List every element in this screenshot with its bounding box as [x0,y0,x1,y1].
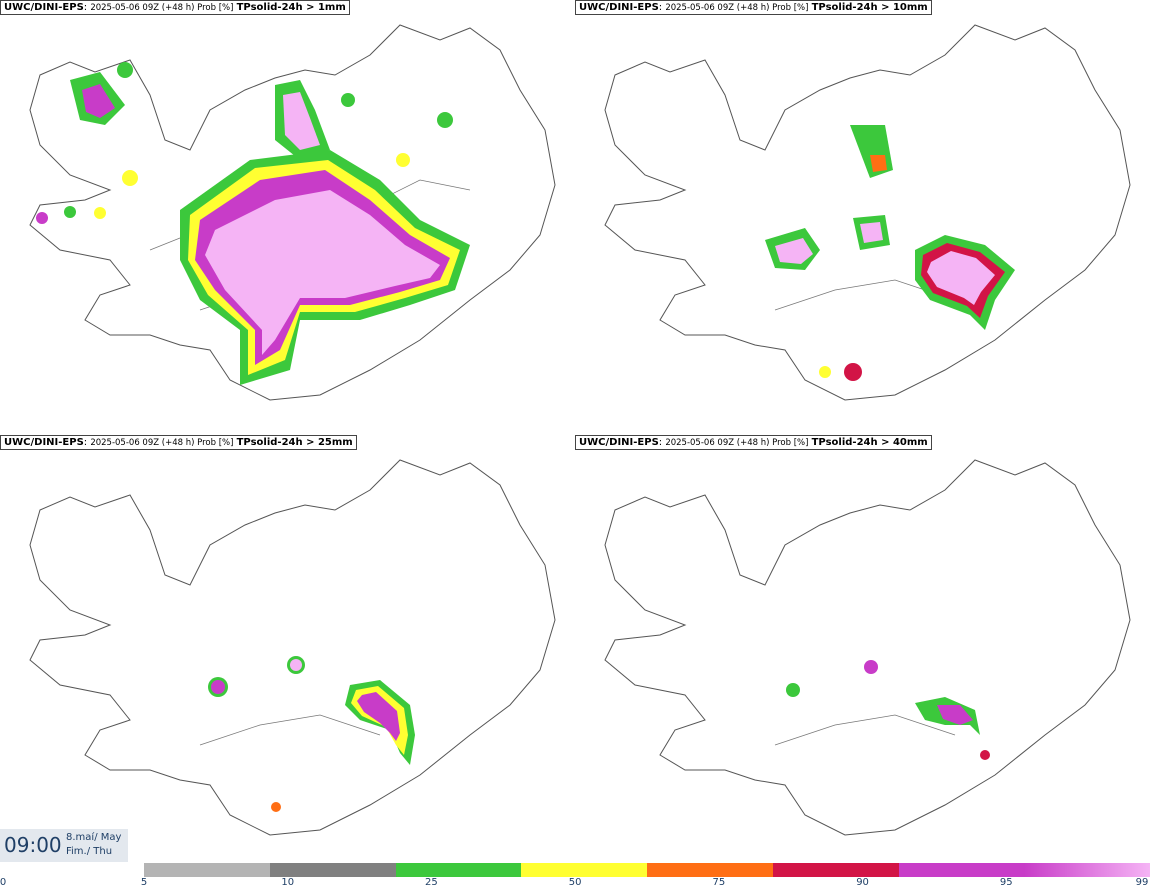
iceland-map [29,459,556,836]
colorbar-segment [647,863,773,877]
colorbar-segment [772,863,899,877]
probability-fill [765,125,1015,381]
colorbar-tick: 75 [712,877,726,888]
valid-day: Fim./ Thu [66,846,113,857]
panel-title: UWC/DINI-EPS: 2025-05-06 09Z (+48 h) Pro… [575,435,932,450]
colorbar-segment [1024,863,1150,877]
colorbar-tick: 25 [425,877,438,888]
probability-fill [208,656,415,812]
iceland-map [604,24,1131,401]
colorbar-segment [144,863,270,877]
colorbar-segment [395,863,522,877]
colorbar-tick: 95 [999,877,1013,888]
map-panel-10mm: UWC/DINI-EPS: 2025-05-06 09Z (+48 h) Pro… [575,0,1150,430]
colorbar-tick: 0 [0,877,7,888]
colorbar [144,863,1150,877]
colorbar-tick: 99 [1135,877,1149,888]
panel-title: UWC/DINI-EPS: 2025-05-06 09Z (+48 h) Pro… [575,0,932,15]
valid-time: 09:00 [4,833,62,857]
colorbar-tick: 90 [856,877,869,888]
colorbar-segment [521,863,647,877]
map-panel-1mm: UWC/DINI-EPS: 2025-05-06 09Z (+48 h) Pro… [0,0,575,430]
iceland-map [29,24,556,401]
panel-title: UWC/DINI-EPS: 2025-05-06 09Z (+48 h) Pro… [0,0,350,15]
map-panel-40mm: UWC/DINI-EPS: 2025-05-06 09Z (+48 h) Pro… [575,435,1150,865]
colorbar-tick: 50 [568,877,582,888]
colorbar-tick: 5 [140,877,148,888]
colorbar-segment [898,863,1025,877]
valid-date: 8.maí/ May [66,832,122,843]
map-panel-25mm: UWC/DINI-EPS: 2025-05-06 09Z (+48 h) Pro… [0,435,575,865]
iceland-map [604,459,1131,836]
colorbar-segment [269,863,396,877]
probability-fill [36,62,470,385]
colorbar-tick: 10 [281,877,295,888]
valid-time-box: 09:00 8.maí/ May Fim./ Thu [0,829,128,862]
panel-title: UWC/DINI-EPS: 2025-05-06 09Z (+48 h) Pro… [0,435,357,450]
probability-fill [786,660,990,760]
